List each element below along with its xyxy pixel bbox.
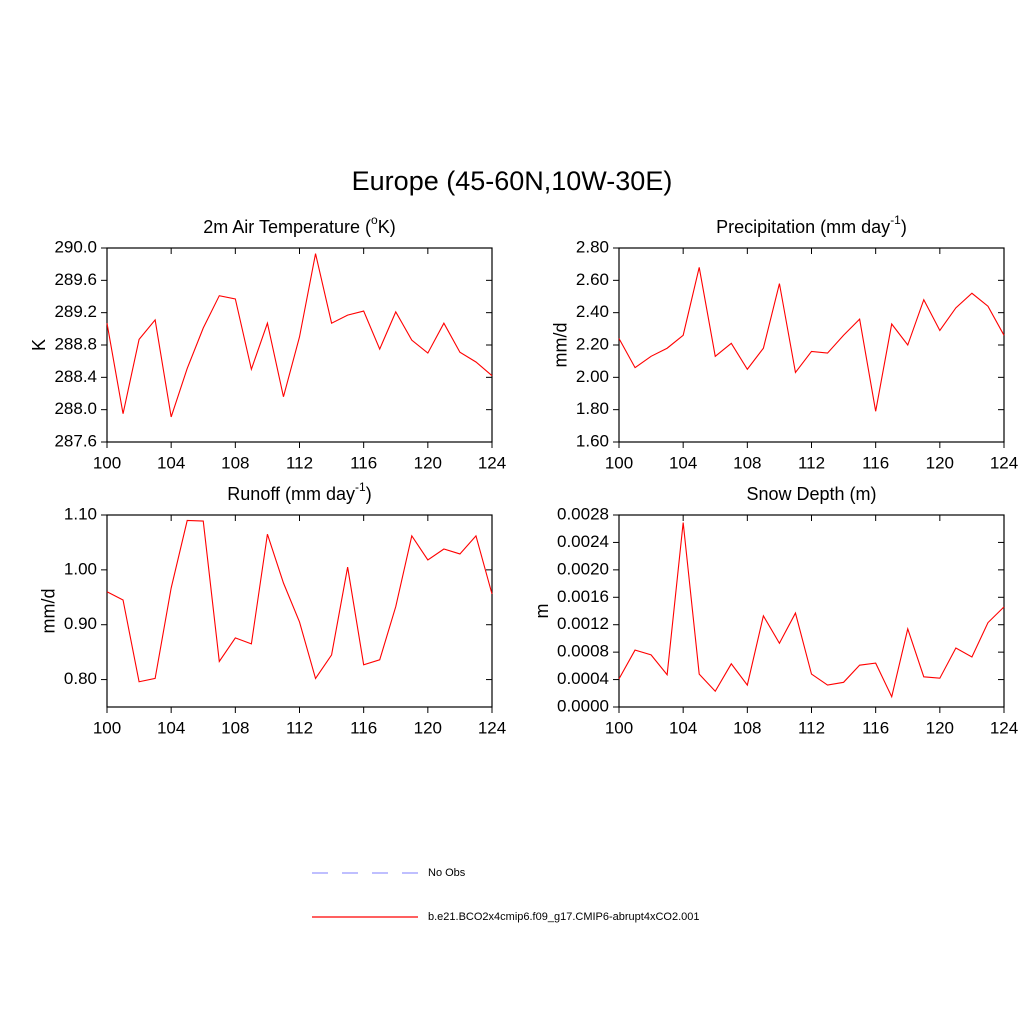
y-tick-label: 0.0028 bbox=[557, 504, 609, 523]
x-tick-label: 124 bbox=[478, 453, 506, 472]
x-tick-label: 120 bbox=[414, 718, 442, 737]
y-tick-label: 289.2 bbox=[54, 302, 97, 321]
x-tick-label: 120 bbox=[926, 453, 954, 472]
x-tick-label: 108 bbox=[221, 453, 249, 472]
y-tick-label: 290.0 bbox=[54, 237, 97, 256]
y-tick-label: 0.0024 bbox=[557, 532, 609, 551]
x-tick-label: 100 bbox=[605, 718, 633, 737]
x-tick-label: 100 bbox=[605, 453, 633, 472]
panel-title: Precipitation (mm day-1) bbox=[716, 213, 907, 237]
x-tick-label: 124 bbox=[990, 453, 1018, 472]
y-tick-label: 0.0016 bbox=[557, 587, 609, 606]
x-tick-label: 112 bbox=[286, 718, 313, 737]
x-tick-label: 116 bbox=[862, 453, 889, 472]
x-tick-label: 124 bbox=[990, 718, 1018, 737]
legend-label: No Obs bbox=[428, 867, 466, 879]
y-tick-label: 0.80 bbox=[64, 669, 97, 688]
y-axis-label: mm/d bbox=[551, 323, 571, 368]
figure-title: Europe (45-60N,10W-30E) bbox=[352, 166, 673, 196]
y-tick-label: 0.0008 bbox=[557, 642, 609, 661]
x-tick-label: 116 bbox=[862, 718, 889, 737]
x-tick-label: 104 bbox=[669, 453, 697, 472]
x-tick-label: 108 bbox=[733, 718, 761, 737]
title-superscript: -1 bbox=[355, 480, 366, 494]
title-superscript: o bbox=[371, 213, 378, 227]
y-tick-label: 1.00 bbox=[64, 559, 97, 578]
y-tick-label: 0.90 bbox=[64, 614, 97, 633]
x-tick-label: 112 bbox=[286, 453, 313, 472]
y-axis-label: m bbox=[532, 604, 552, 619]
title-text: K) bbox=[378, 217, 396, 237]
y-tick-label: 0.0012 bbox=[557, 614, 609, 633]
x-tick-label: 100 bbox=[93, 718, 121, 737]
title-text: Snow Depth (m) bbox=[746, 484, 876, 504]
y-tick-label: 2.20 bbox=[576, 334, 609, 353]
y-tick-label: 0.0020 bbox=[557, 559, 609, 578]
x-tick-label: 120 bbox=[414, 453, 442, 472]
y-axis-label: K bbox=[29, 339, 49, 351]
y-tick-label: 288.0 bbox=[54, 399, 97, 418]
x-tick-label: 108 bbox=[733, 453, 761, 472]
x-tick-label: 124 bbox=[478, 718, 506, 737]
y-tick-label: 2.60 bbox=[576, 270, 609, 289]
y-tick-label: 2.80 bbox=[576, 237, 609, 256]
x-tick-label: 120 bbox=[926, 718, 954, 737]
y-tick-label: 1.10 bbox=[64, 504, 97, 523]
data-line bbox=[618, 522, 1005, 699]
x-tick-label: 104 bbox=[157, 718, 185, 737]
x-tick-label: 116 bbox=[350, 453, 377, 472]
y-axis-label: mm/d bbox=[39, 589, 59, 634]
y-tick-label: 288.8 bbox=[54, 334, 97, 353]
y-tick-label: 1.60 bbox=[576, 431, 609, 450]
panel-title: Snow Depth (m) bbox=[746, 484, 876, 504]
x-tick-label: 104 bbox=[157, 453, 185, 472]
y-tick-label: 287.6 bbox=[54, 431, 97, 450]
y-tick-label: 289.6 bbox=[54, 270, 97, 289]
y-tick-label: 0.0000 bbox=[557, 696, 609, 715]
data-line bbox=[106, 519, 493, 683]
y-tick-label: 0.0004 bbox=[557, 669, 609, 688]
panel-title: Runoff (mm day-1) bbox=[227, 480, 371, 504]
x-tick-label: 112 bbox=[798, 453, 825, 472]
data-line bbox=[106, 253, 493, 418]
x-tick-label: 112 bbox=[798, 718, 825, 737]
x-tick-label: 104 bbox=[669, 718, 697, 737]
legend-label: b.e21.BCO2x4cmip6.f09_g17.CMIP6-abrupt4x… bbox=[428, 911, 700, 923]
y-tick-label: 288.4 bbox=[54, 367, 97, 386]
title-text: 2m Air Temperature ( bbox=[203, 217, 371, 237]
title-text: ) bbox=[901, 217, 907, 237]
title-text: Runoff (mm day bbox=[227, 484, 355, 504]
y-tick-label: 2.40 bbox=[576, 302, 609, 321]
x-tick-label: 108 bbox=[221, 718, 249, 737]
x-tick-label: 100 bbox=[93, 453, 121, 472]
y-tick-label: 1.80 bbox=[576, 399, 609, 418]
title-text: ) bbox=[366, 484, 372, 504]
title-text: Precipitation (mm day bbox=[716, 217, 890, 237]
y-tick-label: 2.00 bbox=[576, 367, 609, 386]
title-superscript: -1 bbox=[890, 213, 901, 227]
data-line bbox=[618, 267, 1005, 412]
x-tick-label: 116 bbox=[350, 718, 377, 737]
panel-title: 2m Air Temperature (oK) bbox=[203, 213, 395, 237]
